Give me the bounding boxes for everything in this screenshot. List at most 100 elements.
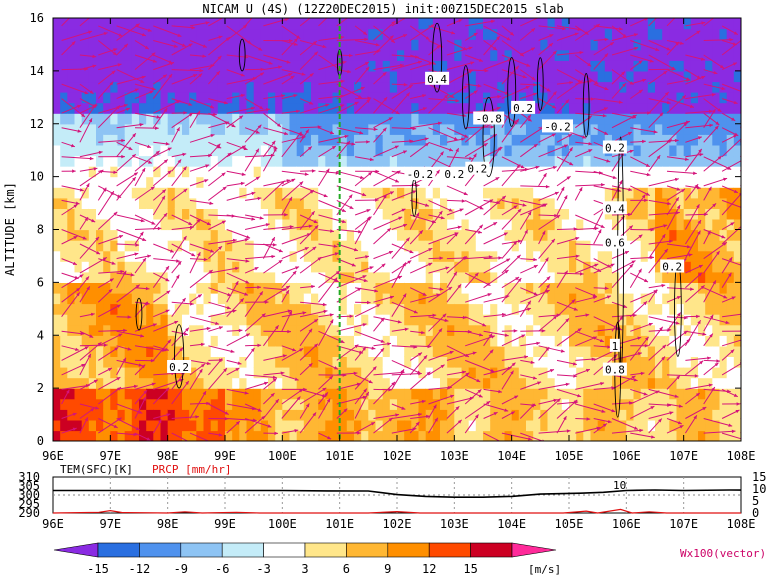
shade-cell bbox=[382, 377, 391, 389]
shade-cell bbox=[669, 81, 678, 93]
shade-cell bbox=[260, 60, 269, 72]
wind-vector bbox=[98, 235, 124, 245]
shade-cell bbox=[590, 60, 599, 72]
shade-cell bbox=[74, 123, 83, 135]
shade-cell bbox=[411, 39, 420, 51]
shade-cell bbox=[311, 187, 319, 199]
shade-cell bbox=[346, 187, 355, 199]
shade-cell bbox=[655, 240, 663, 252]
shade-cell bbox=[217, 314, 226, 326]
shade-cell bbox=[189, 113, 197, 125]
wind-vector-head bbox=[98, 150, 103, 155]
shade-cell bbox=[124, 240, 133, 252]
shade-cell bbox=[719, 388, 728, 400]
wind-vector-head bbox=[343, 408, 348, 413]
shade-cell bbox=[375, 92, 384, 104]
shade-cell bbox=[382, 250, 391, 262]
shade-cell bbox=[153, 28, 162, 40]
shade-cell bbox=[475, 271, 484, 283]
shade-cell bbox=[289, 81, 298, 93]
shade-cell bbox=[325, 28, 334, 40]
shade-cell bbox=[518, 430, 527, 441]
wind-vector-head bbox=[288, 196, 292, 201]
shade-cell bbox=[461, 240, 470, 252]
shade-cell bbox=[676, 367, 685, 379]
wind-vector bbox=[299, 18, 311, 27]
shade-cell bbox=[325, 102, 334, 114]
shade-cell bbox=[468, 377, 477, 389]
shade-cell bbox=[540, 345, 549, 357]
shade-cell bbox=[540, 409, 549, 421]
shade-cell bbox=[103, 208, 111, 220]
shade-cell bbox=[647, 166, 656, 178]
wind-vector bbox=[134, 127, 159, 129]
shade-cell bbox=[576, 409, 584, 421]
shade-cell bbox=[81, 102, 90, 114]
shade-cell bbox=[53, 419, 61, 432]
shade-cell bbox=[640, 303, 649, 315]
wind-vector bbox=[116, 359, 143, 367]
shade-cell bbox=[303, 39, 312, 51]
shade-cell bbox=[526, 398, 534, 410]
shade-cell bbox=[554, 250, 563, 262]
shade-cell bbox=[117, 39, 126, 51]
shade-cell bbox=[311, 144, 319, 157]
shade-cell bbox=[74, 155, 83, 167]
wind-vector-head bbox=[158, 419, 162, 424]
shade-cell bbox=[117, 261, 126, 273]
shade-cell bbox=[124, 409, 133, 421]
wind-vector-head bbox=[113, 211, 118, 216]
shade-cell bbox=[74, 218, 83, 231]
shade-cell bbox=[640, 345, 649, 357]
shade-cell bbox=[411, 218, 420, 231]
shade-cell bbox=[404, 314, 412, 326]
shade-cell bbox=[662, 49, 670, 61]
shade-cell bbox=[418, 187, 427, 199]
shade-cell bbox=[382, 166, 391, 178]
wind-vector-head bbox=[72, 261, 77, 265]
shade-cell bbox=[217, 102, 226, 114]
shade-cell bbox=[153, 39, 162, 51]
shade-cell bbox=[698, 102, 706, 114]
wind-vector bbox=[245, 243, 277, 246]
shade-cell bbox=[526, 271, 534, 283]
shade-cell bbox=[454, 60, 463, 72]
shade-cell bbox=[110, 292, 119, 305]
shade-cell bbox=[447, 367, 455, 379]
shade-cell bbox=[619, 123, 627, 135]
shade-cell bbox=[733, 123, 741, 135]
shade-cell bbox=[726, 39, 735, 51]
wind-vector-head bbox=[296, 396, 301, 401]
shade-cell bbox=[590, 324, 599, 336]
shade-cell bbox=[74, 240, 83, 252]
shade-cell bbox=[53, 240, 61, 252]
shade-cell bbox=[53, 144, 61, 157]
wind-vector bbox=[391, 127, 417, 130]
shade-cell bbox=[96, 113, 104, 125]
shade-cell bbox=[504, 81, 513, 93]
wind-vector-head bbox=[417, 370, 421, 374]
shade-cell bbox=[511, 113, 520, 125]
shade-cell bbox=[303, 292, 312, 305]
wind-vector bbox=[263, 309, 292, 318]
shade-cell bbox=[246, 261, 255, 273]
wind-vector-head bbox=[216, 71, 220, 76]
shade-cell bbox=[196, 409, 205, 421]
shade-cell bbox=[146, 324, 154, 336]
shade-cell bbox=[619, 81, 627, 93]
wind-vector-head bbox=[183, 111, 187, 115]
shade-cell bbox=[418, 102, 427, 114]
shade-cell bbox=[389, 303, 398, 315]
wind-vector bbox=[299, 40, 318, 56]
shade-cell bbox=[60, 123, 68, 135]
shade-cell bbox=[389, 134, 398, 146]
shade-cell bbox=[683, 155, 692, 167]
wind-vector-head bbox=[390, 295, 394, 299]
shade-cell bbox=[131, 398, 140, 410]
wind-vector bbox=[61, 363, 86, 376]
shade-cell bbox=[361, 208, 369, 220]
shade-cell bbox=[368, 197, 377, 209]
shade-cell bbox=[296, 176, 305, 188]
shade-cell bbox=[139, 176, 147, 188]
shade-cell bbox=[361, 356, 369, 368]
